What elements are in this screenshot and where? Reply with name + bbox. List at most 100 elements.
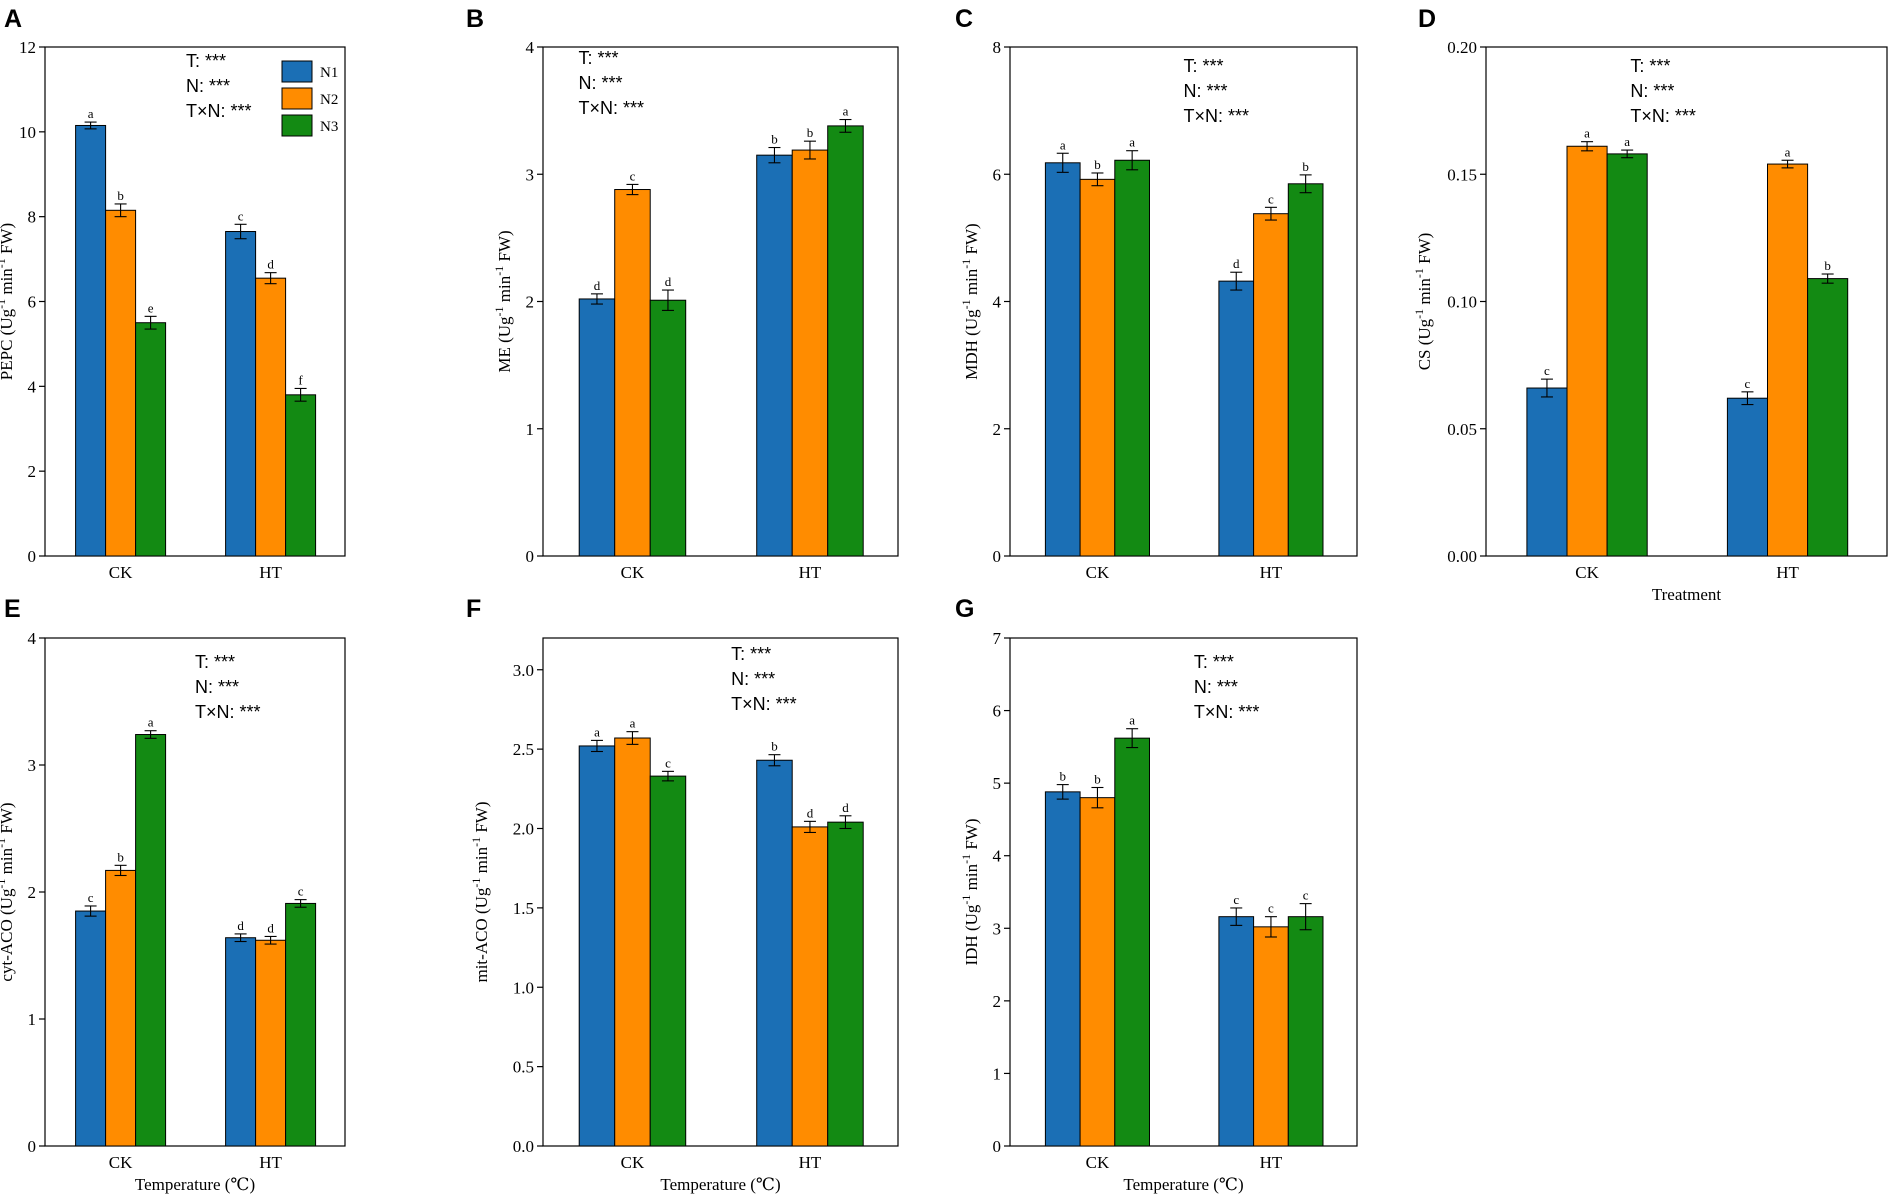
bar-n3-ck bbox=[649, 299, 687, 557]
significance-letter: c bbox=[1268, 901, 1274, 916]
significance-letter: d bbox=[807, 805, 814, 820]
bar-n3-ck bbox=[649, 775, 687, 1147]
significance-letter: b bbox=[1824, 258, 1831, 273]
y-axis-label-part: min bbox=[472, 846, 491, 877]
y-axis-label: mit-ACO (Ug-1 min-1 FW) bbox=[469, 801, 491, 982]
bar-n1-ht bbox=[225, 231, 257, 557]
y-axis-label-part: MDH (Ug bbox=[962, 309, 981, 380]
panel-f: F 0.0 0.5 1.0 1.5 2.0 2.5 3.0 a b a d c d CK HT Temperat… bbox=[466, 595, 899, 1194]
bar-n3-ck bbox=[135, 322, 167, 557]
significance-letter: a bbox=[1129, 135, 1135, 150]
y-axis-label-superscript: -1 bbox=[0, 299, 8, 309]
legend-swatch-n1 bbox=[281, 60, 313, 83]
y-axis-label-part: IDH (Ug bbox=[962, 904, 981, 965]
bar-n2-ht bbox=[1767, 163, 1809, 557]
bar-n2-ck bbox=[614, 189, 651, 557]
legend-swatch-n3 bbox=[281, 114, 313, 137]
stats-annotation: T: *** bbox=[1194, 652, 1234, 672]
x-category-label: CK bbox=[1086, 563, 1110, 582]
y-tick-label: 0 bbox=[28, 547, 37, 566]
y-tick-label: 1.5 bbox=[513, 899, 534, 918]
significance-letter: b bbox=[1094, 157, 1101, 172]
y-axis-label-superscript: -1 bbox=[0, 838, 8, 848]
y-axis-label-part: FW) bbox=[962, 818, 981, 853]
y-tick-label: 4 bbox=[526, 38, 535, 57]
significance-letter: b bbox=[807, 125, 814, 140]
y-axis-label-part: FW) bbox=[0, 802, 16, 837]
significance-letter: d bbox=[665, 274, 672, 289]
y-tick-label: 10 bbox=[19, 123, 36, 142]
bar-n1-ck bbox=[1044, 162, 1081, 557]
y-tick-label: 2 bbox=[28, 462, 37, 481]
bar-n2-ck bbox=[1079, 178, 1116, 557]
x-category-label: HT bbox=[1260, 1153, 1283, 1172]
y-axis-label-superscript: -1 bbox=[1412, 309, 1426, 319]
significance-letter: a bbox=[630, 716, 636, 731]
x-category-label: HT bbox=[799, 1153, 822, 1172]
x-category-label: CK bbox=[109, 563, 133, 582]
bar-n2-ck bbox=[1079, 797, 1116, 1147]
y-tick-label: 4 bbox=[28, 377, 37, 396]
stats-annotation: T: *** bbox=[1630, 56, 1670, 76]
y-tick-label: 2.0 bbox=[513, 820, 534, 839]
y-axis-label-superscript: -1 bbox=[469, 878, 483, 888]
bar-n2-ht bbox=[1253, 926, 1289, 1147]
y-tick-label: 12 bbox=[19, 38, 36, 57]
stats-annotation: N: *** bbox=[186, 76, 230, 96]
significance-letter: c bbox=[298, 884, 304, 899]
significance-letter: c bbox=[88, 890, 94, 905]
bar-n1-ht bbox=[1726, 397, 1769, 557]
panel-letter: B bbox=[466, 5, 484, 33]
legend: N1 N2 N3 bbox=[281, 60, 338, 137]
y-tick-label: 6 bbox=[993, 702, 1002, 721]
bar-n3-ht bbox=[1287, 916, 1324, 1147]
bar-n1-ht bbox=[756, 154, 793, 557]
bar-n3-ht bbox=[285, 394, 317, 557]
bar-n3-ht bbox=[827, 125, 864, 557]
y-axis-label-part: FW) bbox=[472, 801, 491, 836]
x-category-label: CK bbox=[109, 1153, 133, 1172]
y-axis-label-superscript: -1 bbox=[492, 306, 506, 316]
significance-letter: d bbox=[842, 800, 849, 815]
significance-letter: d bbox=[1233, 256, 1240, 271]
y-axis-label-part: FW) bbox=[495, 230, 514, 265]
stats-annotation: T×N: *** bbox=[1184, 106, 1250, 126]
plot-frame bbox=[1009, 637, 1358, 1147]
x-axis-label: Treatment bbox=[1652, 585, 1722, 604]
x-category-label: CK bbox=[1575, 563, 1599, 582]
y-tick-label: 3 bbox=[28, 756, 37, 775]
y-tick-label: 0.05 bbox=[1447, 420, 1477, 439]
y-axis-label-part: cyt-ACO (Ug bbox=[0, 888, 16, 982]
legend-label: N3 bbox=[320, 119, 338, 135]
significance-letter: b bbox=[1302, 159, 1309, 174]
x-category-label: CK bbox=[1086, 1153, 1110, 1172]
y-tick-label: 3 bbox=[993, 919, 1002, 938]
x-axis-label: Temperature (℃) bbox=[660, 1175, 780, 1194]
y-tick-label: 2 bbox=[993, 420, 1002, 439]
significance-letter: a bbox=[1129, 713, 1135, 728]
y-tick-label: 2.5 bbox=[513, 740, 534, 759]
y-axis-label-part: min bbox=[1415, 278, 1434, 309]
y-tick-label: 3 bbox=[526, 165, 535, 184]
y-axis-label-superscript: -1 bbox=[959, 259, 973, 269]
bar-n1-ht bbox=[1218, 280, 1255, 557]
panel-d: D 0.00 0.05 0.10 0.15 0.20 c c a a a b CK HT Treatment… bbox=[1412, 5, 1888, 604]
y-axis-label-part: CS (Ug bbox=[1415, 318, 1434, 370]
y-tick-label: 0 bbox=[993, 547, 1002, 566]
plot-frame bbox=[542, 637, 899, 1147]
y-axis-label-superscript: -1 bbox=[959, 299, 973, 309]
y-tick-label: 0.00 bbox=[1447, 547, 1477, 566]
bar-n1-ht bbox=[225, 937, 257, 1147]
significance-letter: c bbox=[1544, 363, 1550, 378]
stats-annotation: T: *** bbox=[731, 644, 771, 664]
significance-letter: a bbox=[1584, 126, 1590, 141]
y-tick-label: 0.5 bbox=[513, 1058, 534, 1077]
panel-letter: D bbox=[1418, 5, 1436, 33]
stats-annotation: N: *** bbox=[1184, 81, 1228, 101]
bar-n1-ck bbox=[75, 124, 107, 557]
y-axis-label: CS (Ug-1 min-1 FW) bbox=[1412, 233, 1434, 371]
significance-letter: c bbox=[1233, 892, 1239, 907]
x-category-label: HT bbox=[1260, 563, 1283, 582]
y-tick-label: 4 bbox=[28, 629, 37, 648]
